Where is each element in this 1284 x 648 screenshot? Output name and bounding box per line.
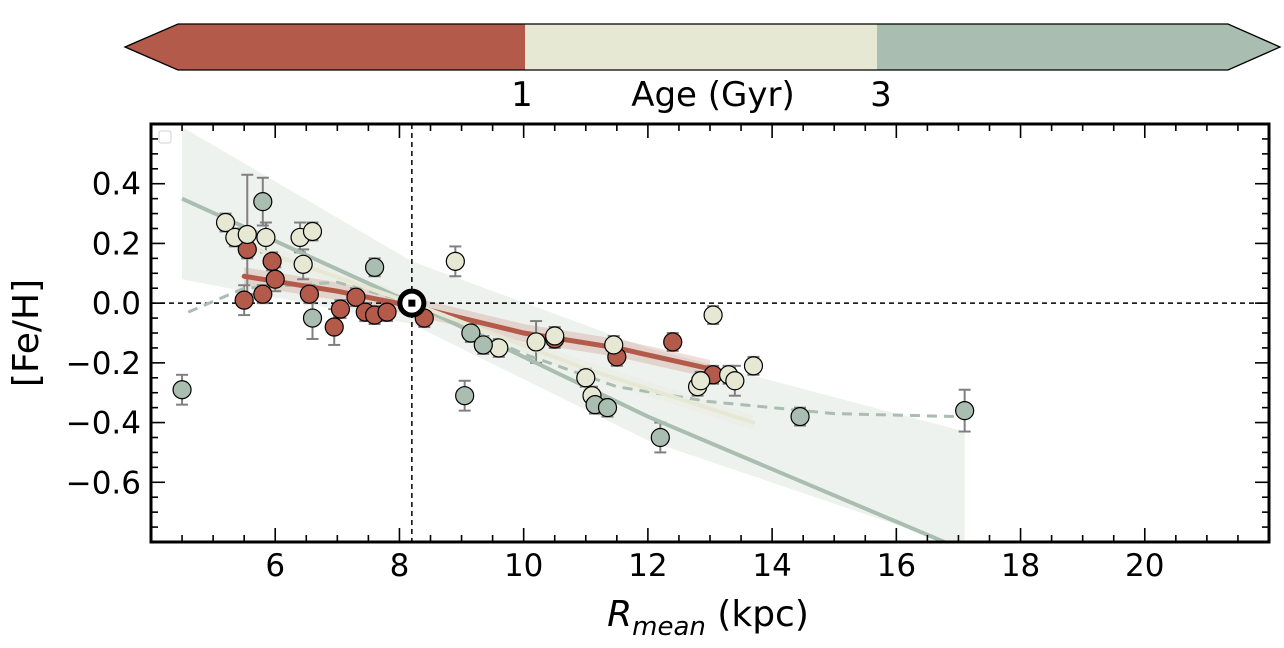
y-tick-label: 0.4 xyxy=(92,167,141,203)
data-point-mid xyxy=(743,356,764,376)
y-tick-label: −0.4 xyxy=(66,406,141,442)
x-tick-label: 16 xyxy=(877,548,916,584)
x-tick-label: 18 xyxy=(1001,548,1040,584)
data-point-mid xyxy=(725,371,745,391)
plot-frame xyxy=(149,122,1271,544)
data-point-mid xyxy=(445,251,465,271)
data-point-mid xyxy=(545,326,565,346)
colorbar-outline xyxy=(123,23,1282,71)
fit-line-mid xyxy=(229,238,756,425)
data-point-young xyxy=(377,302,397,322)
fit-line-young xyxy=(241,273,713,372)
y-tick-label: 0.2 xyxy=(92,226,141,262)
data-point-old xyxy=(455,386,475,406)
data-point-old xyxy=(253,192,273,212)
fit-line-old xyxy=(181,196,950,542)
data-point-mid xyxy=(293,254,313,274)
x-tick-label: 20 xyxy=(1125,548,1164,584)
data-point-young xyxy=(330,299,351,319)
colorbar: 1 3 Age (Gyr) xyxy=(123,23,1282,115)
data-point-old xyxy=(597,398,618,418)
data-point-old xyxy=(955,401,975,421)
plot-area xyxy=(151,124,1269,542)
data-point-young xyxy=(299,284,319,304)
legend-box xyxy=(158,130,172,144)
fit-confidence-band xyxy=(182,126,965,542)
colorbar-segment-young xyxy=(125,24,525,70)
data-point-mid xyxy=(703,305,723,325)
colorbar-segment-mid xyxy=(525,24,877,70)
data-point-old xyxy=(473,335,493,355)
data-point-young xyxy=(346,287,366,307)
x-tick-label: 10 xyxy=(504,548,543,584)
data-point-old xyxy=(172,380,192,400)
data-point-young xyxy=(253,284,273,304)
data-point-mid xyxy=(604,335,624,355)
y-tick-label: −0.2 xyxy=(66,346,141,382)
x-tick-label: 8 xyxy=(390,548,410,584)
x-tick-label: 14 xyxy=(752,548,791,584)
data-point-mid xyxy=(526,332,546,352)
data-point-old xyxy=(650,427,670,448)
data-point-mid xyxy=(576,368,596,388)
data-point-young xyxy=(265,269,285,289)
x-axis-label: Rmean (kpc) xyxy=(607,594,809,642)
colorbar-tick-label: 1 xyxy=(511,75,533,115)
axes: 6 8 10 12 14 16 18 20 0.4 0.2 0.0 −0.2 −0.4 −0.6 xyxy=(66,122,1271,584)
data-point-mid xyxy=(215,212,236,233)
colorbar-title: Age (Gyr) xyxy=(631,75,795,115)
data-point-mid xyxy=(237,224,257,245)
sun-symbol-center xyxy=(408,299,416,307)
data-point-mid xyxy=(256,227,276,248)
data-point-old xyxy=(461,323,481,343)
x-tick-label: 12 xyxy=(628,548,667,584)
colorbar-segment-old xyxy=(877,24,1280,70)
x-tick-label: 6 xyxy=(265,548,285,584)
data-point-mid xyxy=(302,221,323,242)
data-point-old xyxy=(790,407,810,427)
data-point-young xyxy=(324,317,344,337)
colorbar-tick-label: 3 xyxy=(870,75,892,115)
y-axis-label: [Fe/H] xyxy=(6,279,47,387)
y-tick-label: −0.6 xyxy=(66,465,141,501)
data-point-young xyxy=(262,251,282,271)
data-point-old xyxy=(302,308,323,328)
data-point-mid xyxy=(489,338,509,358)
data-point-old xyxy=(365,257,385,277)
data-point-young xyxy=(234,290,254,310)
data-point-mid xyxy=(691,371,711,391)
data-point-young xyxy=(663,332,683,352)
y-tick-label: 0.0 xyxy=(92,286,141,322)
